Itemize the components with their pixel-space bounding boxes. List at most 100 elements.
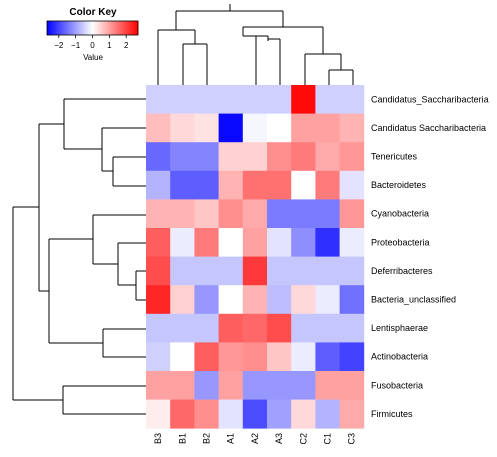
heatmap-cell	[267, 399, 292, 429]
heatmap-cell	[146, 170, 171, 200]
heatmap-cell	[291, 342, 316, 372]
row-label: Candidatus Saccharibacteria	[371, 123, 486, 133]
heatmap-cell	[218, 85, 244, 114]
heatmap-cell	[218, 342, 244, 372]
heatmap-cell	[315, 399, 340, 429]
color-key-swatch	[54, 21, 57, 35]
heatmap-cell	[267, 113, 292, 143]
heatmap-cell	[315, 228, 340, 257]
heatmap-cell	[242, 228, 268, 257]
heatmap-cell	[315, 285, 340, 315]
heatmap-cell	[194, 256, 219, 286]
heatmap-cell	[291, 313, 316, 343]
row-label: Candidatus_Saccharibacteria	[371, 94, 489, 104]
color-key-tick-label: −1	[71, 41, 81, 50]
color-key-swatch	[50, 21, 52, 35]
heatmap-cell	[146, 113, 171, 143]
heatmap-cell	[315, 256, 340, 286]
color-key-swatch	[78, 21, 81, 35]
column-label: C1	[323, 433, 333, 445]
heatmap-cell	[267, 170, 292, 200]
heatmap-cell	[218, 113, 244, 143]
color-key-swatch	[69, 21, 72, 35]
color-key-swatch	[92, 21, 95, 35]
heatmap-cell	[146, 371, 171, 400]
color-key-swatch	[121, 21, 124, 35]
column-label: A1	[226, 433, 236, 444]
color-key-swatch	[48, 21, 51, 35]
heatmap-cell	[339, 142, 365, 172]
heatmap-cell	[146, 199, 171, 229]
color-key-swatch	[113, 21, 116, 35]
heatmap-cell	[242, 199, 268, 229]
row-label: Cyanobacteria	[371, 209, 429, 219]
color-key-swatch	[115, 21, 118, 35]
color-key-swatch	[130, 21, 133, 35]
heatmap-cell	[339, 228, 365, 257]
color-key-swatch	[77, 21, 80, 35]
heatmap-cell	[339, 313, 365, 343]
color-key-swatch	[107, 21, 110, 35]
heatmap-cell	[315, 371, 340, 400]
heatmap-cells	[146, 85, 365, 429]
heatmap-cell	[218, 199, 244, 229]
color-key-swatch	[94, 21, 96, 35]
heatmap-cell	[194, 85, 219, 114]
heatmap-cell	[218, 313, 244, 343]
heatmap-cell	[291, 285, 316, 315]
heatmap-cell	[267, 142, 292, 172]
heatmap-cell	[291, 170, 316, 200]
heatmap-cell	[267, 371, 292, 400]
heatmap-cell	[146, 85, 171, 114]
color-key: Color Key −2 −1 0 1 2 Value	[46, 7, 139, 62]
heatmap-cell	[170, 199, 195, 229]
heatmap-cell	[218, 285, 244, 315]
color-key-swatch	[131, 21, 134, 35]
color-key-swatch	[124, 21, 127, 35]
heatmap-cell	[170, 85, 195, 114]
row-label: Bacteria_unclassified	[371, 295, 456, 305]
column-label: C2	[298, 433, 308, 445]
heatmap-cell	[218, 371, 244, 400]
row-label: Fusobacteria	[371, 380, 423, 390]
heatmap-cell	[194, 371, 219, 400]
color-key-swatch	[89, 21, 92, 35]
heatmap-cell	[267, 228, 292, 257]
heatmap-cell	[267, 85, 292, 114]
color-key-swatch	[122, 21, 125, 35]
heatmap-cell	[170, 113, 195, 143]
heatmap-cell	[170, 228, 195, 257]
color-key-swatch	[106, 21, 108, 35]
heatmap-cell	[315, 342, 340, 372]
heatmap-cell	[170, 313, 195, 343]
color-key-swatch	[68, 21, 71, 35]
heatmap-cell	[339, 256, 365, 286]
heatmap-cell	[242, 313, 268, 343]
heatmap-cell	[146, 285, 171, 315]
row-label: Deferribacteres	[371, 266, 433, 276]
heatmap-cell	[218, 256, 244, 286]
column-label: C3	[347, 433, 357, 445]
heatmap-cell	[242, 142, 268, 172]
heatmap-cell	[291, 256, 316, 286]
color-key-swatch	[72, 21, 75, 35]
heatmap-cell	[315, 170, 340, 200]
heatmap-cell	[146, 399, 171, 429]
color-key-swatch	[66, 21, 69, 35]
color-key-swatch	[134, 21, 137, 35]
column-label: B2	[202, 433, 212, 444]
color-key-swatch	[62, 21, 64, 35]
heatmap-cell	[218, 170, 244, 200]
heatmap-cell	[194, 142, 219, 172]
heatmap-cell	[339, 113, 365, 143]
color-key-swatch	[53, 21, 55, 35]
color-key-swatch	[100, 21, 102, 35]
heatmap-cell	[315, 113, 340, 143]
heatmap-cell	[194, 399, 219, 429]
color-key-swatch	[75, 21, 78, 35]
color-key-swatch	[90, 21, 93, 35]
color-key-swatch	[104, 21, 107, 35]
color-key-swatch	[47, 21, 49, 35]
heatmap-cell	[146, 228, 171, 257]
heatmap-cell	[267, 256, 292, 286]
